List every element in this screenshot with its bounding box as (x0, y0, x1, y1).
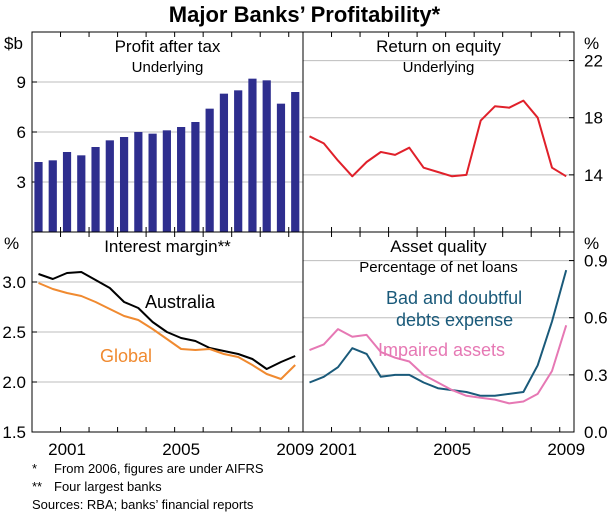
panel-subtitle: Underlying (403, 59, 475, 76)
panel-title: Return on equity (376, 37, 501, 56)
x-tick-label: 2009 (276, 440, 314, 459)
australia-line (38, 271, 296, 370)
profit-bar (105, 140, 114, 232)
x-tick-label: 2001 (48, 440, 86, 459)
y-tick-label: 2.0 (2, 373, 26, 392)
profit-bar (276, 103, 286, 233)
footnote-sources: Sources: RBA; banks’ financial reports (32, 497, 254, 512)
panel-subtitle: Underlying (132, 59, 204, 76)
profit-bar (248, 78, 257, 233)
y-tick-label: 18 (584, 109, 603, 128)
profit-bar (205, 108, 214, 232)
profit-bar (34, 162, 43, 232)
profit-bar (119, 137, 129, 232)
profit-bar (148, 133, 157, 232)
series-label-bad-debts-2: debts expense (396, 310, 513, 330)
chart-marks (34, 78, 568, 405)
series-label-global: Global (100, 346, 152, 366)
y-tick-label: 14 (584, 166, 603, 185)
global-line (38, 282, 296, 380)
y-tick-label: 0.0 (584, 423, 608, 442)
profit-bar (291, 92, 300, 232)
y-tick-label: 0.9 (584, 252, 608, 271)
axis-unit-label: % (4, 234, 19, 253)
footnote-largest-banks: ** Four largest banks (32, 479, 162, 494)
profit-bar (219, 93, 229, 233)
y-tick-label: 6 (17, 123, 26, 142)
x-tick-label: 2001 (319, 440, 357, 459)
panel-title: Asset quality (390, 237, 487, 256)
y-tick-label: 9 (17, 73, 26, 92)
x-tick-label: 2009 (547, 440, 585, 459)
roe-line (309, 99, 567, 178)
profit-bar (77, 155, 86, 232)
chart-text: 3 6 9 $b Profit after tax Underlying 14 18 22% Re… (2, 34, 607, 459)
profit-bar (162, 130, 171, 232)
axis-unit-label: $b (4, 34, 23, 53)
profit-bar (177, 127, 186, 232)
impaired-line (309, 325, 568, 405)
y-tick-label: 0.3 (584, 366, 608, 385)
profit-bar (234, 90, 243, 232)
y-tick-label: 2.5 (2, 323, 26, 342)
profit-bar (262, 80, 271, 232)
series-label-australia: Australia (145, 292, 216, 312)
x-tick-label: 2005 (433, 440, 471, 459)
y-tick-label: 3 (17, 173, 26, 192)
profit-bar (48, 160, 57, 232)
panel-title: Profit after tax (115, 37, 221, 56)
y-tick-label: 0.6 (584, 309, 608, 328)
y-tick-label: 22 (584, 52, 603, 71)
footnotes: * From 2006, figures are under AIFRS ** Fo… (32, 460, 264, 514)
profit-bar (134, 132, 143, 232)
profit-bar (62, 152, 72, 232)
panel-title: Interest margin** (104, 237, 231, 256)
footnote-aifrs: * From 2006, figures are under AIFRS (32, 461, 264, 476)
bad-debts-line (309, 269, 568, 397)
y-tick-label: 1.5 (2, 423, 26, 442)
y-tick-label: 3.0 (2, 273, 26, 292)
profit-bar (191, 122, 200, 232)
series-label-impaired: Impaired assets (378, 340, 505, 360)
series-label-bad-debts-1: Bad and doubtful (386, 288, 522, 308)
panel-subtitle: Percentage of net loans (359, 259, 517, 276)
chart-title: Major Banks’ Profitability* (168, 2, 441, 27)
profit-bar (91, 147, 100, 232)
axis-unit-label: % (584, 34, 599, 53)
x-tick-label: 2005 (162, 440, 200, 459)
axis-unit-label: % (584, 234, 599, 253)
